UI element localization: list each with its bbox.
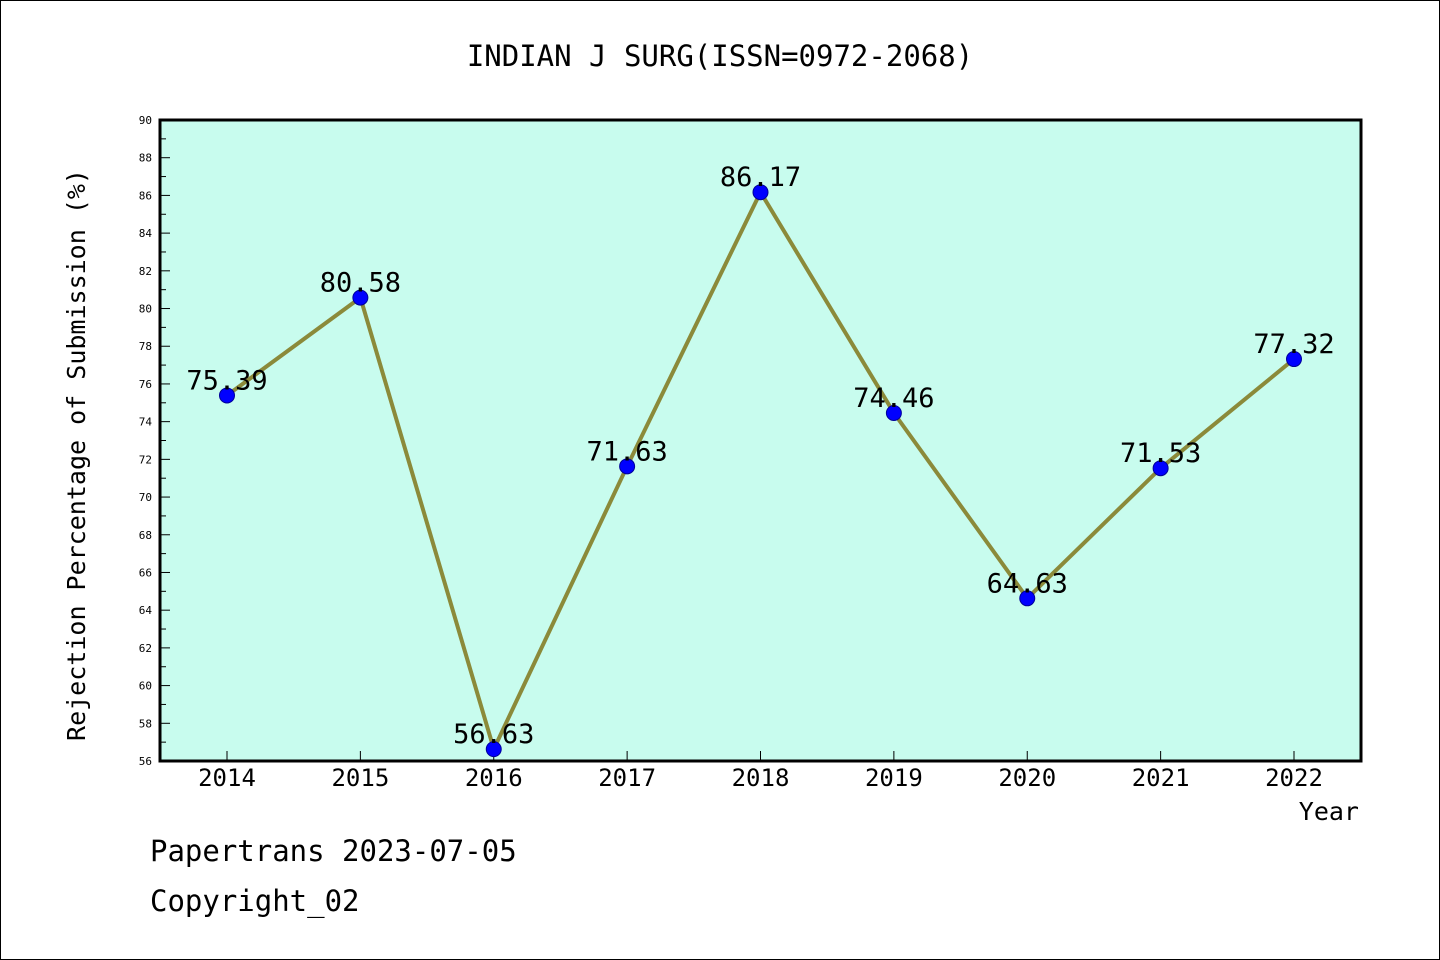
x-tick-label: 2018	[732, 764, 790, 792]
data-labels: 75.39 80.58 56.63 71.63 86.17 74.46 64.63 71.53…	[186, 162, 1334, 750]
data-point	[619, 458, 636, 475]
x-tick-label: 2015	[331, 764, 389, 792]
y-tick-label: 78	[139, 340, 152, 353]
data-label: 86.17	[720, 162, 801, 193]
y-tick-label: 88	[139, 152, 152, 165]
series-line-group	[219, 184, 1302, 758]
data-label: 71.63	[586, 436, 667, 467]
y-tick-label: 80	[139, 303, 152, 316]
footer-source: Papertrans 2023-07-05	[150, 834, 517, 868]
data-point	[885, 404, 902, 421]
plot-area	[160, 120, 1361, 761]
data-label: 71.53	[1120, 438, 1201, 469]
x-axis-label: Year	[1299, 797, 1359, 826]
x-tick-label: 2019	[865, 764, 923, 792]
x-axis: 2014 2015 2016 2017 2018 2019 2020 2021 2022	[198, 751, 1323, 792]
y-tick-label: 64	[139, 604, 153, 617]
data-point	[219, 387, 235, 404]
y-tick-label: 72	[139, 453, 152, 466]
y-tick-label: 62	[139, 642, 152, 655]
y-tick-label: 86	[139, 189, 152, 202]
y-tick-label: 76	[139, 378, 152, 391]
y-tick-label: 70	[139, 491, 152, 504]
y-tick-label: 74	[139, 416, 153, 429]
data-label: 64.63	[987, 568, 1068, 599]
y-tick-label: 60	[139, 680, 152, 693]
y-tick-label: 82	[139, 265, 152, 278]
x-tick-label: 2020	[998, 764, 1056, 792]
y-tick-label: 58	[139, 717, 152, 730]
data-point	[1152, 460, 1169, 477]
data-point	[352, 289, 369, 306]
y-tick-label: 90	[139, 114, 152, 127]
plot-border	[158, 118, 1363, 763]
data-point	[1286, 351, 1302, 368]
x-tick-label: 2017	[598, 764, 656, 792]
data-label: 80.58	[320, 268, 401, 299]
data-label: 56.63	[453, 719, 534, 750]
chart-title: INDIAN J SURG(ISSN=0972-2068)	[467, 39, 973, 73]
y-tick-label: 56	[139, 755, 152, 768]
data-point	[752, 184, 769, 201]
x-tick-label: 2021	[1132, 764, 1190, 792]
data-label: 75.39	[186, 365, 267, 396]
y-tick-label: 84	[139, 227, 153, 240]
y-tick-label: 66	[139, 566, 152, 579]
footer-copyright: Copyright_02	[150, 884, 360, 918]
x-tick-label: 2014	[198, 764, 256, 792]
data-label: 74.46	[853, 383, 934, 414]
data-point	[485, 741, 502, 758]
y-tick-label: 68	[139, 529, 152, 542]
data-label: 77.32	[1253, 329, 1334, 360]
x-tick-label: 2016	[465, 764, 523, 792]
y-axis-label: Rejection Percentage of Submission (%)	[62, 169, 91, 741]
x-tick-label: 2022	[1265, 764, 1323, 792]
y-axis: 56 58 60 62 64 66 68 70 72 74 76 78 80 82 84 86 88 90	[139, 114, 170, 768]
data-point	[1019, 590, 1036, 607]
